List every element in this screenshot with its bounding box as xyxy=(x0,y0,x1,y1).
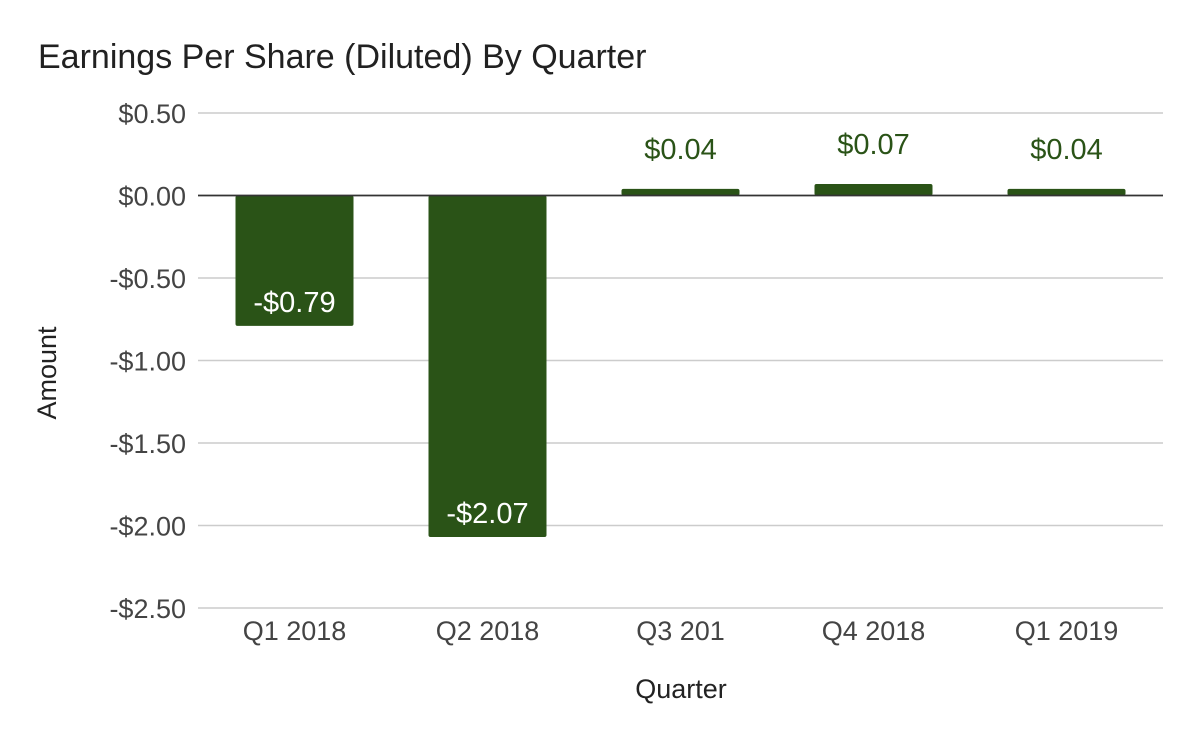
data-label: -$2.07 xyxy=(446,498,528,530)
data-label: $0.07 xyxy=(837,129,910,161)
bar xyxy=(1007,188,1126,196)
y-tick-label: $0.50 xyxy=(118,99,186,129)
bar xyxy=(235,195,354,326)
y-axis-title: Amount xyxy=(32,326,62,420)
y-tick-label: $0.00 xyxy=(118,182,186,212)
y-axis-ticks: $0.50 $0.00 -$0.50 -$1.00 -$1.50 -$2.00 -$2.50 xyxy=(109,99,186,624)
x-axis-ticks: Q1 2018 Q2 2018 Q3 201 Q4 2018 Q1 2019 xyxy=(243,616,1119,646)
data-label: -$0.79 xyxy=(253,287,335,319)
x-tick-label: Q2 2018 xyxy=(436,616,540,646)
bar xyxy=(428,195,547,538)
data-label: $0.04 xyxy=(1030,134,1103,166)
chart-title: Earnings Per Share (Diluted) By Quarter xyxy=(38,38,646,76)
bar xyxy=(621,188,740,196)
bar xyxy=(814,183,933,196)
data-labels: -$0.79 -$2.07 $0.04 $0.07 $0.04 xyxy=(253,129,1102,530)
y-tick-label: -$1.00 xyxy=(109,347,186,377)
y-tick-label: -$1.50 xyxy=(109,429,186,459)
x-tick-label: Q4 2018 xyxy=(822,616,926,646)
bars xyxy=(235,183,1126,538)
y-tick-label: -$0.50 xyxy=(109,264,186,294)
y-tick-label: -$2.50 xyxy=(109,594,186,624)
gridlines xyxy=(198,112,1163,609)
y-tick-label: -$2.00 xyxy=(109,512,186,542)
x-tick-label: Q3 201 xyxy=(636,616,725,646)
x-axis-title: Quarter xyxy=(635,674,727,704)
x-tick-label: Q1 2018 xyxy=(243,616,347,646)
x-tick-label: Q1 2019 xyxy=(1015,616,1119,646)
data-label: $0.04 xyxy=(644,134,717,166)
